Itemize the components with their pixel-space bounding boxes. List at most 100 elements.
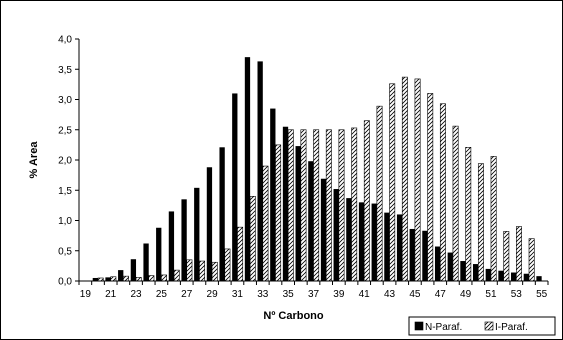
legend-box xyxy=(408,316,556,336)
legend-swatch-n-paraf xyxy=(414,321,424,331)
x-tick-label: 37 xyxy=(308,289,320,300)
bar-n-paraf-c20 xyxy=(92,277,99,281)
bar-i-paraf-c31 xyxy=(237,226,244,282)
bar-i-paraf-c24 xyxy=(148,275,155,282)
y-tick-label: 2,0 xyxy=(58,156,72,167)
bar-n-paraf-c40 xyxy=(346,198,352,281)
bar-n-paraf-c26 xyxy=(168,211,175,281)
bar-n-paraf-c29 xyxy=(206,167,213,281)
legend: N-Paraf. I-Paraf. xyxy=(408,316,556,336)
bar-i-paraf-c52 xyxy=(503,231,510,282)
x-tick-label: 27 xyxy=(181,289,193,300)
bar-i-paraf-c46 xyxy=(427,93,434,282)
bar-i-paraf-c26 xyxy=(173,269,180,282)
y-tick-label: 0,5 xyxy=(58,246,72,257)
bar-i-paraf-c48 xyxy=(452,125,459,282)
x-tick-label: 55 xyxy=(536,289,548,300)
bar-n-paraf-c39 xyxy=(333,189,339,281)
x-tick-label: 41 xyxy=(359,289,371,300)
axes: 0,0 0,5 1,0 1,5 2,0 2,5 3,0 3,5 4,0 19 21 23 25 27 29 3… xyxy=(58,35,549,300)
bar-i-paraf-c28 xyxy=(199,260,206,282)
bar-n-paraf-c45 xyxy=(409,228,415,281)
bar-i-paraf-c40 xyxy=(351,127,358,282)
bar-n-paraf-c48 xyxy=(447,252,453,281)
x-tick-label: 49 xyxy=(460,289,472,300)
bar-i-paraf-c32 xyxy=(249,196,256,282)
bar-i-paraf-c42 xyxy=(376,105,383,282)
bar-i-paraf-c22 xyxy=(123,275,129,282)
bar-i-paraf-c36 xyxy=(300,129,307,282)
bar-n-paraf-c52 xyxy=(498,270,504,281)
x-tick-label: 45 xyxy=(409,289,421,300)
bar-n-paraf-c54 xyxy=(523,273,529,281)
bar-n-paraf-c34 xyxy=(270,108,276,281)
bar-n-paraf-c42 xyxy=(371,203,377,281)
bar-i-paraf-c44 xyxy=(401,76,408,282)
bar-i-paraf-c49 xyxy=(465,147,472,282)
x-tick-label: 21 xyxy=(105,289,117,300)
bar-n-paraf-c53 xyxy=(511,272,517,281)
y-tick-label: 2,5 xyxy=(58,125,72,136)
plot-area xyxy=(92,57,542,282)
bar-n-paraf-c41 xyxy=(358,202,365,281)
x-tick-label: 53 xyxy=(511,289,523,300)
bar-n-paraf-c43 xyxy=(384,212,390,281)
bar-n-paraf-c31 xyxy=(232,93,238,281)
bar-n-paraf-c30 xyxy=(219,147,225,281)
bar-n-paraf-c27 xyxy=(181,199,187,281)
bar-n-paraf-c49 xyxy=(460,261,466,281)
y-tick-label: 4,0 xyxy=(58,35,72,46)
y-tick-label: 1,0 xyxy=(58,216,72,227)
bar-i-paraf-c34 xyxy=(275,144,282,282)
bar-i-paraf-c51 xyxy=(490,156,497,282)
bar-i-paraf-c30 xyxy=(224,248,231,282)
bar-i-paraf-c54 xyxy=(528,238,535,282)
bar-n-paraf-c32 xyxy=(244,57,251,282)
bar-i-paraf-c29 xyxy=(211,261,218,282)
bar-i-paraf-c53 xyxy=(516,226,522,282)
legend-swatch-i-paraf xyxy=(484,321,494,331)
bar-n-paraf-c46 xyxy=(422,230,428,281)
x-tick-label: 51 xyxy=(485,289,497,300)
bar-n-paraf-c50 xyxy=(472,264,479,281)
bar-n-paraf-c23 xyxy=(130,259,137,281)
bar-n-paraf-c25 xyxy=(156,227,162,281)
x-tick-label: 33 xyxy=(257,289,269,300)
y-tick-label: 3,0 xyxy=(58,95,72,106)
bar-i-paraf-c47 xyxy=(439,103,446,282)
bar-n-paraf-c35 xyxy=(282,126,289,281)
bar-n-paraf-c37 xyxy=(308,161,314,281)
y-axis-title: % Area xyxy=(28,141,40,179)
bar-i-paraf-c33 xyxy=(262,165,269,282)
bar-i-paraf-c27 xyxy=(186,259,193,282)
bar-n-paraf-c47 xyxy=(434,246,441,281)
x-tick-label: 43 xyxy=(384,289,396,300)
x-tick-label: 19 xyxy=(80,289,92,300)
bar-n-paraf-c38 xyxy=(320,178,327,281)
bar-n-paraf-c24 xyxy=(143,243,149,281)
x-tick-label: 39 xyxy=(333,289,345,300)
bar-i-paraf-c21 xyxy=(110,276,117,282)
bar-n-paraf-c28 xyxy=(194,187,200,281)
bar-i-paraf-c35 xyxy=(287,129,294,282)
y-tick-label: 1,5 xyxy=(58,186,72,197)
bar-i-paraf-c50 xyxy=(477,163,484,282)
x-tick-label: 29 xyxy=(207,289,219,300)
bar-i-paraf-c25 xyxy=(161,274,167,282)
bar-n-paraf-c44 xyxy=(396,214,403,281)
x-tick-label: 35 xyxy=(283,289,295,300)
y-tick-label: 3,5 xyxy=(58,65,72,76)
bar-i-paraf-c39 xyxy=(338,129,345,282)
bar-i-paraf-c37 xyxy=(313,129,320,282)
legend-label-n-paraf: N-Paraf. xyxy=(425,322,462,333)
y-tick-label: 0,0 xyxy=(58,277,72,288)
x-axis-title: Nº Carbono xyxy=(263,310,324,322)
bar-i-paraf-c38 xyxy=(325,129,332,282)
x-tick-label: 31 xyxy=(232,289,244,300)
bar-n-paraf-c22 xyxy=(118,270,124,281)
x-tick-label: 23 xyxy=(130,289,142,300)
legend-label-i-paraf: I-Paraf. xyxy=(495,322,528,333)
x-tick-label: 25 xyxy=(156,289,168,300)
